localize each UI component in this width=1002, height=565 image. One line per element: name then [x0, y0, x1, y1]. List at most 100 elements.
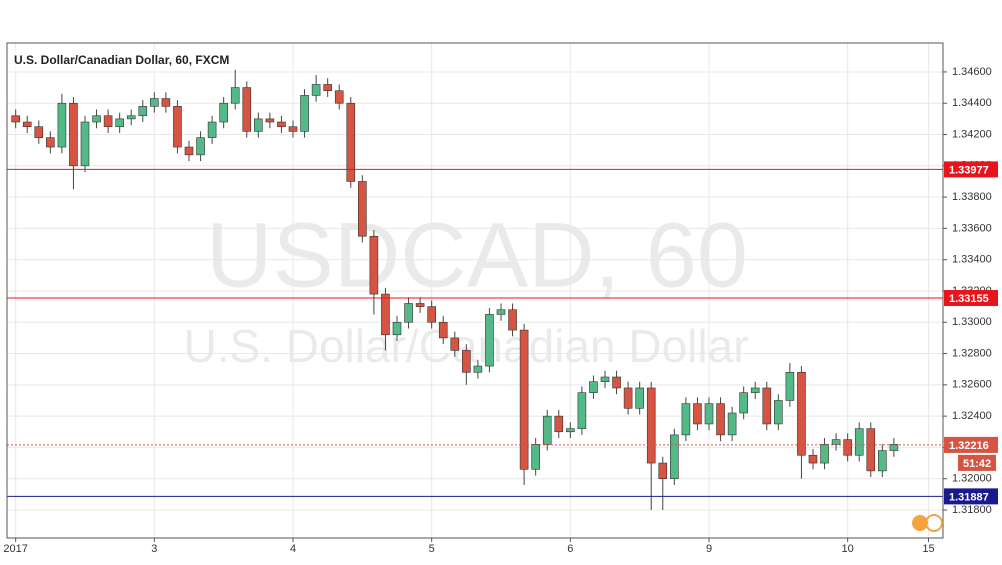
- candle-body: [831, 439, 841, 445]
- candle-body: [277, 121, 286, 127]
- candle-body: [219, 102, 228, 123]
- candle-body: [623, 387, 633, 409]
- y-tick-label: 1.34400: [952, 97, 992, 109]
- candle-body: [126, 115, 136, 120]
- candle-body: [589, 381, 598, 393]
- logo-icon: [912, 514, 943, 532]
- candle-body: [716, 403, 725, 436]
- watermark: USDCAD, 60: [206, 204, 748, 306]
- candle-body: [820, 443, 829, 464]
- candle-body: [22, 121, 32, 127]
- candle-body: [704, 403, 714, 425]
- candle-body: [196, 137, 205, 156]
- candle-body: [369, 235, 379, 295]
- axes: 1.318001.320001.322001.324001.326001.328…: [3, 66, 998, 555]
- candle-body: [612, 376, 621, 389]
- plot: [7, 68, 943, 510]
- candle-body: [450, 337, 460, 351]
- x-tick-label: 2017: [3, 543, 27, 555]
- candle-body: [265, 118, 275, 123]
- candle-body: [358, 181, 367, 237]
- y-tick-label: 1.34200: [952, 128, 992, 140]
- last-price-box: [944, 436, 998, 453]
- candle-body: [658, 462, 668, 480]
- candle-body: [57, 102, 67, 148]
- candle-body: [323, 84, 332, 92]
- y-tick-label: 1.32600: [952, 379, 992, 391]
- candle-body: [854, 428, 864, 456]
- candle-body: [646, 387, 656, 464]
- candle-body: [80, 121, 90, 167]
- y-tick-label: 1.33600: [952, 222, 992, 234]
- candle-body: [508, 309, 517, 331]
- candle-body: [138, 106, 148, 117]
- y-tick-label: 1.33800: [952, 191, 992, 203]
- candle-body: [69, 102, 78, 167]
- candle-body: [785, 372, 795, 401]
- candle-body: [207, 121, 217, 138]
- level-label: 1.33977: [949, 164, 989, 176]
- level-label: 1.31887: [949, 491, 989, 503]
- candle-body: [462, 350, 471, 373]
- candle-body: [566, 428, 575, 433]
- candle-body: [542, 415, 552, 445]
- y-tick-label: 1.32000: [952, 473, 992, 485]
- level-label-box: [944, 161, 998, 178]
- candle-body: [866, 428, 876, 472]
- candle-body: [184, 146, 194, 156]
- title-background: [10, 50, 250, 70]
- candle-body: [519, 329, 529, 470]
- countdown-label: 51:42: [963, 458, 991, 470]
- x-tick-label: 5: [429, 543, 435, 555]
- y-tick-label: 1.32800: [952, 347, 992, 359]
- candle-body: [693, 403, 702, 425]
- candle-body: [311, 84, 321, 96]
- candle-body: [92, 115, 101, 123]
- x-tick-label: 6: [567, 543, 573, 555]
- candle-body: [242, 87, 252, 132]
- candle-body: [473, 365, 483, 373]
- candle-body: [346, 102, 356, 182]
- candle-body: [254, 118, 263, 132]
- candle-body: [600, 376, 610, 383]
- candle-body: [681, 403, 691, 436]
- x-tick-label: 4: [290, 543, 296, 555]
- candle-body: [427, 306, 436, 323]
- y-tick-label: 1.32400: [952, 410, 992, 422]
- candle-body: [46, 137, 55, 148]
- logo-circle: [925, 514, 943, 532]
- candle-body: [115, 118, 124, 127]
- candle-body: [381, 293, 390, 336]
- candle-body: [577, 392, 587, 429]
- y-tick-label: 1.31800: [952, 504, 992, 516]
- last-price-label: 1.32216: [949, 440, 989, 452]
- level-label-box: [944, 290, 998, 307]
- candle-body: [531, 443, 540, 470]
- candle-body: [173, 106, 182, 148]
- x-tick-label: 15: [922, 543, 934, 555]
- candle-body: [150, 98, 159, 107]
- candle-body: [750, 387, 760, 393]
- candle-body: [438, 321, 448, 339]
- candle-body: [300, 95, 309, 132]
- level-label-box: [944, 488, 998, 505]
- candle-body: [739, 392, 748, 414]
- y-tick-label: 1.33000: [952, 316, 992, 328]
- candle-body: [727, 412, 737, 436]
- candle-body: [670, 434, 679, 480]
- x-tick-label: 9: [706, 543, 712, 555]
- logo-circle: [912, 515, 928, 531]
- candle-body: [485, 314, 494, 367]
- candle-body: [762, 387, 772, 425]
- candle-body: [11, 115, 20, 123]
- candle-body: [889, 443, 899, 451]
- y-tick-label: 1.34600: [952, 66, 992, 78]
- candle-body: [496, 309, 506, 315]
- candle-body: [34, 126, 44, 138]
- candle-body: [230, 87, 240, 104]
- level-label: 1.33155: [949, 293, 989, 305]
- candle-body: [103, 115, 113, 127]
- candle-body: [843, 439, 852, 456]
- candle-body: [878, 450, 887, 472]
